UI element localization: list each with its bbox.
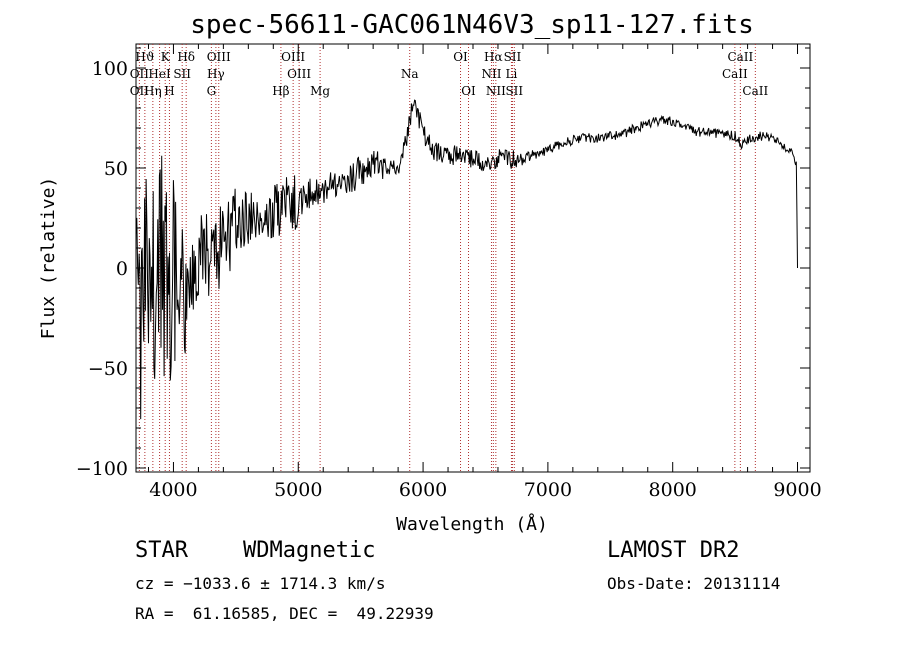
spectral-line-label: HeI xyxy=(148,67,171,81)
x-axis-title: Wavelength (Å) xyxy=(396,513,548,535)
spectral-line-label: Li xyxy=(506,67,518,81)
x-tick-label: 4000 xyxy=(149,479,197,501)
spectral-line-label: NII xyxy=(481,67,501,81)
spectral-line-label: Hϑ xyxy=(135,50,154,64)
y-axis-title: Flux (relative) xyxy=(38,177,59,340)
spectral-line-label: Hα xyxy=(484,50,503,64)
spectral-line-label: SII xyxy=(504,50,522,64)
flux-series-line xyxy=(135,99,798,420)
y-tick-label: −50 xyxy=(88,358,128,380)
spectral-line-label: OIII xyxy=(281,50,305,64)
redshift-cz: cz = −1033.6 ± 1714.3 km/s xyxy=(135,574,386,593)
object-subclass: WDMagnetic xyxy=(243,538,376,563)
x-tick-label: 6000 xyxy=(399,479,447,501)
spectral-line-label: CaII xyxy=(727,50,753,64)
spectral-line-label: Hη xyxy=(144,84,162,98)
x-tick-label: 7000 xyxy=(524,479,572,501)
object-type: STAR xyxy=(135,538,188,563)
chart-title: spec-56611-GAC061N46V3_sp11-127.fits xyxy=(190,10,754,40)
spectral-line-label: OII xyxy=(130,67,150,81)
spectral-line-label: Mg xyxy=(310,84,330,98)
x-tick-label: 9000 xyxy=(773,479,821,501)
x-tick-label: 8000 xyxy=(649,479,697,501)
spectral-line-label: OIII xyxy=(287,67,311,81)
y-tick-label: 0 xyxy=(116,258,128,280)
ra-dec: RA = 61.16585, DEC = 49.22939 xyxy=(135,604,434,623)
spectral-line-label: CaII xyxy=(722,67,748,81)
x-tick-label: 5000 xyxy=(274,479,322,501)
spectral-line-label: SII xyxy=(505,84,523,98)
spectral-line-label: OI xyxy=(453,50,468,64)
spectral-line-label: Hδ xyxy=(177,50,195,64)
survey-name: LAMOST DR2 xyxy=(607,538,740,563)
spectral-line-label: SII xyxy=(173,67,191,81)
spectral-line-label: Hβ xyxy=(272,84,289,98)
spectral-line-label: Hγ xyxy=(207,67,225,81)
y-tick-label: 50 xyxy=(104,158,128,180)
y-tick-label: 100 xyxy=(92,58,128,80)
spectral-line-label: K xyxy=(161,50,171,64)
spectral-line-label: CaII xyxy=(742,84,768,98)
spectral-line-label: OII xyxy=(130,84,150,98)
y-tick-label: −100 xyxy=(76,458,128,480)
spectral-line-label: G xyxy=(207,84,217,98)
plot-frame xyxy=(135,43,811,473)
spectral-line-label: H xyxy=(164,84,174,98)
spectral-line-label: OIII xyxy=(207,50,231,64)
spectral-line-label: Na xyxy=(401,67,419,81)
spectral-line-label: NII xyxy=(486,84,506,98)
spectral-line-markers xyxy=(138,44,756,472)
observation-date: Obs-Date: 20131114 xyxy=(607,574,781,593)
axis-ticks: 4000 5000 6000 7000 8000 9000 −100 −50 0 50 100 xyxy=(76,44,822,501)
spectral-line-label: OI xyxy=(461,84,476,98)
